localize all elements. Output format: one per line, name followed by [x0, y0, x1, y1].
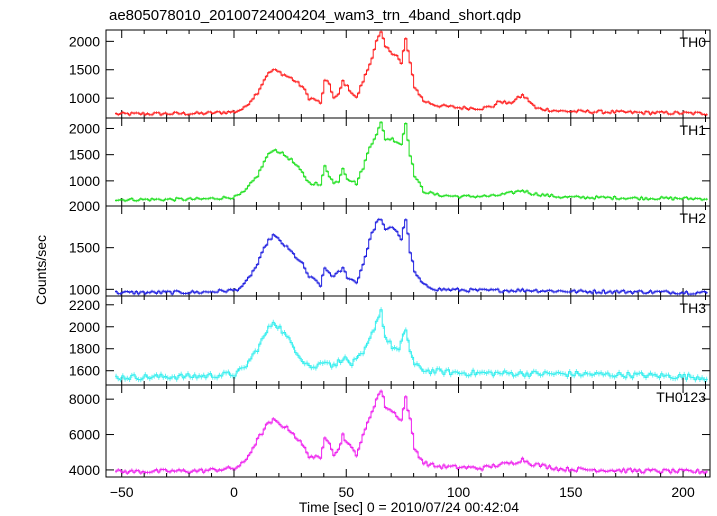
- panel-frame-th0123: [105, 384, 711, 478]
- panel-label-th2: TH2: [680, 210, 707, 226]
- panel-label-th1: TH1: [680, 122, 707, 138]
- panel-label-th0123: TH0123: [656, 389, 706, 405]
- series-line-th0123: [115, 390, 708, 474]
- y-tick-label: 2000: [69, 33, 100, 49]
- series-line-th2: [115, 218, 708, 295]
- x-tick-label: 150: [559, 484, 583, 500]
- y-tick-label: 1600: [69, 363, 100, 379]
- y-tick-label: 2000: [69, 319, 100, 335]
- y-tick-label: 1500: [69, 62, 100, 78]
- series-line-th0: [115, 31, 708, 116]
- series-line-th1: [115, 121, 708, 202]
- panel-frame-th0: [105, 29, 711, 119]
- y-axis-label: Counts/sec: [33, 235, 49, 305]
- x-tick-label: 0: [230, 484, 238, 500]
- y-tick-label: 1000: [69, 281, 100, 297]
- x-tick-label: 50: [338, 484, 354, 500]
- y-tick-label: 1000: [69, 173, 100, 189]
- series-line-th3: [115, 309, 708, 381]
- panel-frame-th1: [105, 117, 711, 207]
- x-tick-label: 100: [447, 484, 471, 500]
- y-tick-label: 4000: [69, 462, 100, 478]
- y-tick-label: 1800: [69, 341, 100, 357]
- y-tick-label: 1500: [69, 240, 100, 256]
- panel-label-th0: TH0: [680, 34, 707, 50]
- panel-label-th3: TH3: [680, 300, 707, 316]
- series-errorbars-th3: [115, 307, 708, 383]
- chart-title: ae805078010_20100724004204_wam3_trn_4ban…: [109, 7, 521, 24]
- y-tick-label: 6000: [69, 427, 100, 443]
- x-tick-label: 200: [671, 484, 695, 500]
- x-tick-label: −50: [110, 484, 134, 500]
- panel-frame-th2: [105, 205, 711, 297]
- y-tick-label: 1000: [69, 90, 100, 106]
- y-tick-label: 2000: [69, 198, 100, 214]
- x-axis-label: Time [sec] 0 = 2010/07/24 00:42:04: [299, 499, 519, 515]
- y-tick-label: 2000: [69, 120, 100, 136]
- y-tick-label: 1500: [69, 147, 100, 163]
- y-tick-label: 8000: [69, 391, 100, 407]
- y-tick-label: 2200: [69, 297, 100, 313]
